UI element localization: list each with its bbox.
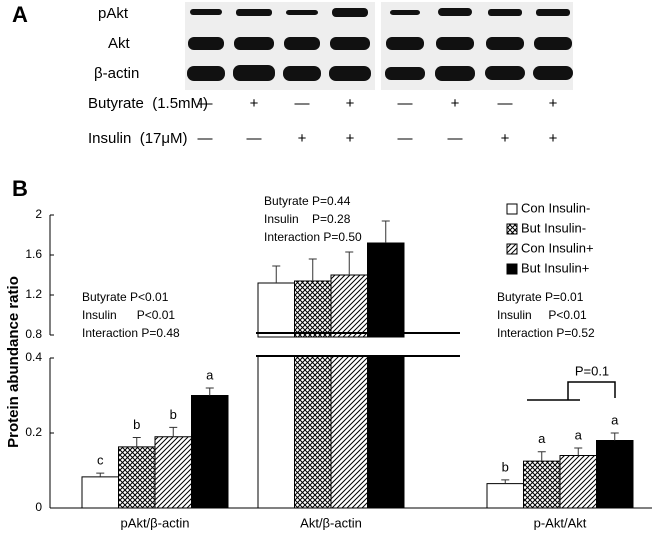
panel-label: A (12, 2, 28, 27)
treatment-sign: — (398, 130, 413, 147)
significance-letter: b (170, 407, 177, 422)
significance-letter: a (575, 427, 583, 442)
treatment-sign: — (498, 95, 513, 112)
stats-text: Insulin P=0.28 (264, 212, 351, 226)
significance-letter: b (502, 459, 509, 474)
blot-image (185, 2, 573, 90)
stats-text: Interaction P=0.48 (82, 326, 180, 340)
error-bar (96, 472, 105, 477)
bar (118, 446, 156, 509)
treatment-sign: + (451, 95, 460, 112)
error-bar (272, 265, 281, 283)
y-tick-label: 1.2 (25, 287, 42, 301)
y-tick-label: 0.8 (25, 327, 42, 341)
error-bar (205, 387, 214, 396)
x-tick-label: p-Akt/Akt (534, 515, 587, 530)
legend-swatch (506, 243, 518, 255)
treatment-sign: — (398, 95, 413, 112)
blot-row-label: pAkt (98, 5, 129, 22)
stats-text: Interaction P=0.50 (264, 230, 362, 244)
error-bar (381, 220, 390, 243)
error-bar (345, 251, 354, 275)
error-bar (501, 479, 510, 484)
legend-label: Con Insulin+ (521, 240, 594, 255)
blot-row-label: β-actin (94, 65, 139, 82)
bracket-label: P=0.1 (575, 363, 609, 378)
stats-text: Insulin P<0.01 (497, 308, 587, 322)
significance-letter: a (611, 412, 619, 427)
legend-label: Con Insulin- (521, 200, 590, 215)
error-bar (308, 258, 317, 281)
treatment-label: Insulin (17μM) (88, 130, 188, 147)
bar (486, 483, 524, 509)
legend-swatch (506, 223, 518, 235)
y-tick-label: 0.4 (25, 350, 42, 364)
panel-label: B (12, 176, 28, 201)
bar (294, 355, 332, 509)
bar (294, 280, 332, 338)
bar (330, 355, 368, 509)
treatment-sign: — (247, 130, 262, 147)
treatment-label: Butyrate (1.5mM) (88, 95, 208, 112)
legend-swatch (506, 263, 518, 275)
treatment-sign: + (298, 130, 307, 147)
error-bar (610, 432, 619, 441)
bar (559, 455, 597, 509)
bracket (527, 381, 616, 401)
bar (367, 355, 405, 509)
bar (191, 395, 229, 509)
treatment-sign: + (501, 130, 510, 147)
y-tick-label: 2 (35, 207, 42, 221)
significance-letter: b (133, 417, 140, 432)
stats-text: Butyrate P=0.44 (264, 194, 351, 208)
blot-row-label: Akt (108, 35, 131, 52)
treatment-sign: — (198, 95, 213, 112)
significance-letter: a (206, 367, 214, 382)
treatment-sign: — (295, 95, 310, 112)
bar (523, 460, 561, 509)
y-tick-label: 1.6 (25, 247, 42, 261)
treatment-sign: + (346, 95, 355, 112)
treatment-sign: + (346, 130, 355, 147)
stats-text: Insulin P<0.01 (82, 308, 175, 322)
treatment-sign: + (549, 130, 558, 147)
y-axis-label: Protein abundance ratio (5, 276, 22, 448)
bar (367, 242, 405, 338)
stats-text: Butyrate P=0.01 (497, 290, 584, 304)
bar (330, 274, 368, 338)
treatment-sign: + (250, 95, 259, 112)
error-bar (537, 451, 546, 462)
error-bar (132, 437, 141, 447)
significance-letter: c (97, 453, 104, 468)
significance-letter: a (538, 431, 546, 446)
bar (154, 436, 192, 509)
stats-text: Interaction P=0.52 (497, 326, 595, 340)
treatment-sign: + (549, 95, 558, 112)
legend-label: But Insulin+ (521, 260, 589, 275)
x-tick-label: Akt/β-actin (300, 515, 362, 530)
error-bar (574, 447, 583, 456)
x-tick-label: pAkt/β-actin (121, 515, 190, 530)
legend-label: But Insulin- (521, 220, 586, 235)
bar (81, 476, 119, 509)
legend-swatch (506, 203, 518, 215)
y-tick-label: 0.2 (25, 425, 42, 439)
y-tick-label: 0 (35, 500, 42, 514)
bar (257, 355, 295, 509)
bar (596, 440, 634, 509)
treatment-sign: — (198, 130, 213, 147)
bar (257, 282, 295, 338)
error-bar (169, 426, 178, 437)
stats-text: Butyrate P<0.01 (82, 290, 169, 304)
treatment-sign: — (448, 130, 463, 147)
